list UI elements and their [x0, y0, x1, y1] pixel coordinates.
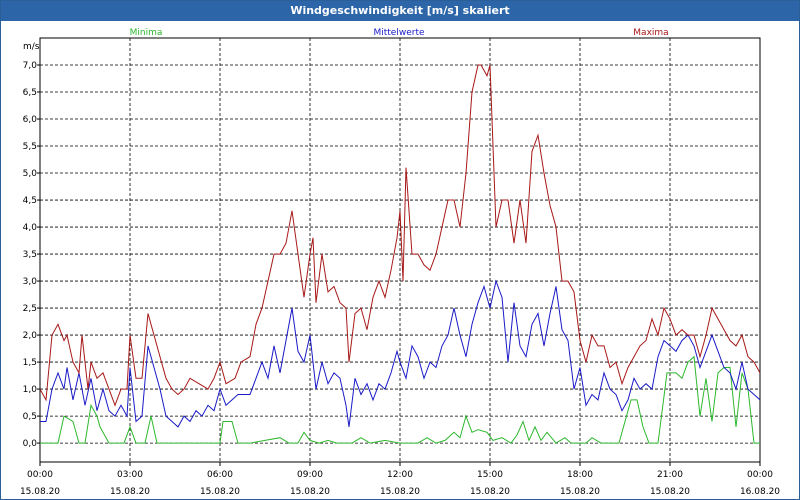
y-tick-label: 6,5	[23, 88, 37, 98]
y-tick-label: 2,0	[23, 331, 38, 341]
x-tick-date: 15.08.20	[290, 487, 330, 497]
x-tick-date: 15.08.20	[20, 487, 60, 497]
x-tick-time: 18:00	[567, 470, 593, 480]
x-tick-date: 15.08.20	[650, 487, 690, 497]
legend-minima: Minima	[130, 28, 163, 38]
y-tick-label: 1,5	[23, 358, 37, 368]
y-tick-label: 4,5	[23, 196, 37, 206]
grid-lines	[40, 38, 760, 462]
y-axis-ticks: 0,0 0,5 1,0 1,5 2,0 2,5 3,0 3,5 4,0 4,5 5,0 5,5 6,0 6…	[23, 61, 40, 449]
y-tick-label: 3,0	[23, 277, 38, 287]
mittelwerte-line	[40, 279, 761, 428]
x-tick-time: 12:00	[387, 470, 413, 480]
legend-mittelwerte: Mittelwerte	[373, 28, 424, 38]
y-tick-label: 2,5	[23, 304, 37, 314]
y-tick-label: 5,5	[23, 142, 37, 152]
y-tick-label: 6,0	[23, 115, 38, 125]
y-tick-label: 5,0	[23, 169, 38, 179]
x-tick-time: 09:00	[297, 470, 323, 480]
x-tick-date: 15.08.20	[200, 487, 240, 497]
x-tick-date: 15.08.20	[380, 487, 420, 497]
x-tick-time: 00:00	[27, 470, 53, 480]
minima-line	[40, 355, 760, 444]
legend-maxima: Maxima	[633, 28, 668, 38]
x-tick-date: 15.08.20	[470, 487, 510, 497]
x-axis-ticks: 00:00 15.08.20 03:00 15.08.20 06:00 15.08.20 0…	[20, 462, 780, 497]
x-tick-time: 03:00	[117, 470, 143, 480]
x-tick-time: 06:00	[207, 470, 233, 480]
y-tick-label: 0,5	[23, 412, 37, 422]
x-tick-date: 15.08.20	[110, 487, 150, 497]
series-lines	[39, 64, 761, 444]
y-tick-label: 7,0	[23, 61, 38, 71]
x-tick-time: 00:00	[747, 470, 773, 480]
maxima-line	[39, 64, 761, 407]
x-tick-time: 21:00	[657, 470, 683, 480]
y-tick-label: 0,0	[23, 439, 38, 449]
y-axis-unit: m/s	[23, 42, 40, 52]
x-tick-date: 16.08.20	[740, 487, 780, 497]
y-tick-label: 3,5	[23, 250, 37, 260]
y-tick-label: 4,0	[23, 223, 38, 233]
x-tick-date: 15.08.20	[560, 487, 600, 497]
x-tick-time: 15:00	[477, 470, 503, 480]
window-title: Windgeschwindigkeit [m/s] skaliert	[1, 1, 799, 21]
y-tick-label: 1,0	[23, 385, 38, 395]
wind-speed-chart: 0,0 0,5 1,0 1,5 2,0 2,5 3,0 3,5 4,0 4,5 5,0 5,5 6,0 6…	[20, 28, 780, 497]
